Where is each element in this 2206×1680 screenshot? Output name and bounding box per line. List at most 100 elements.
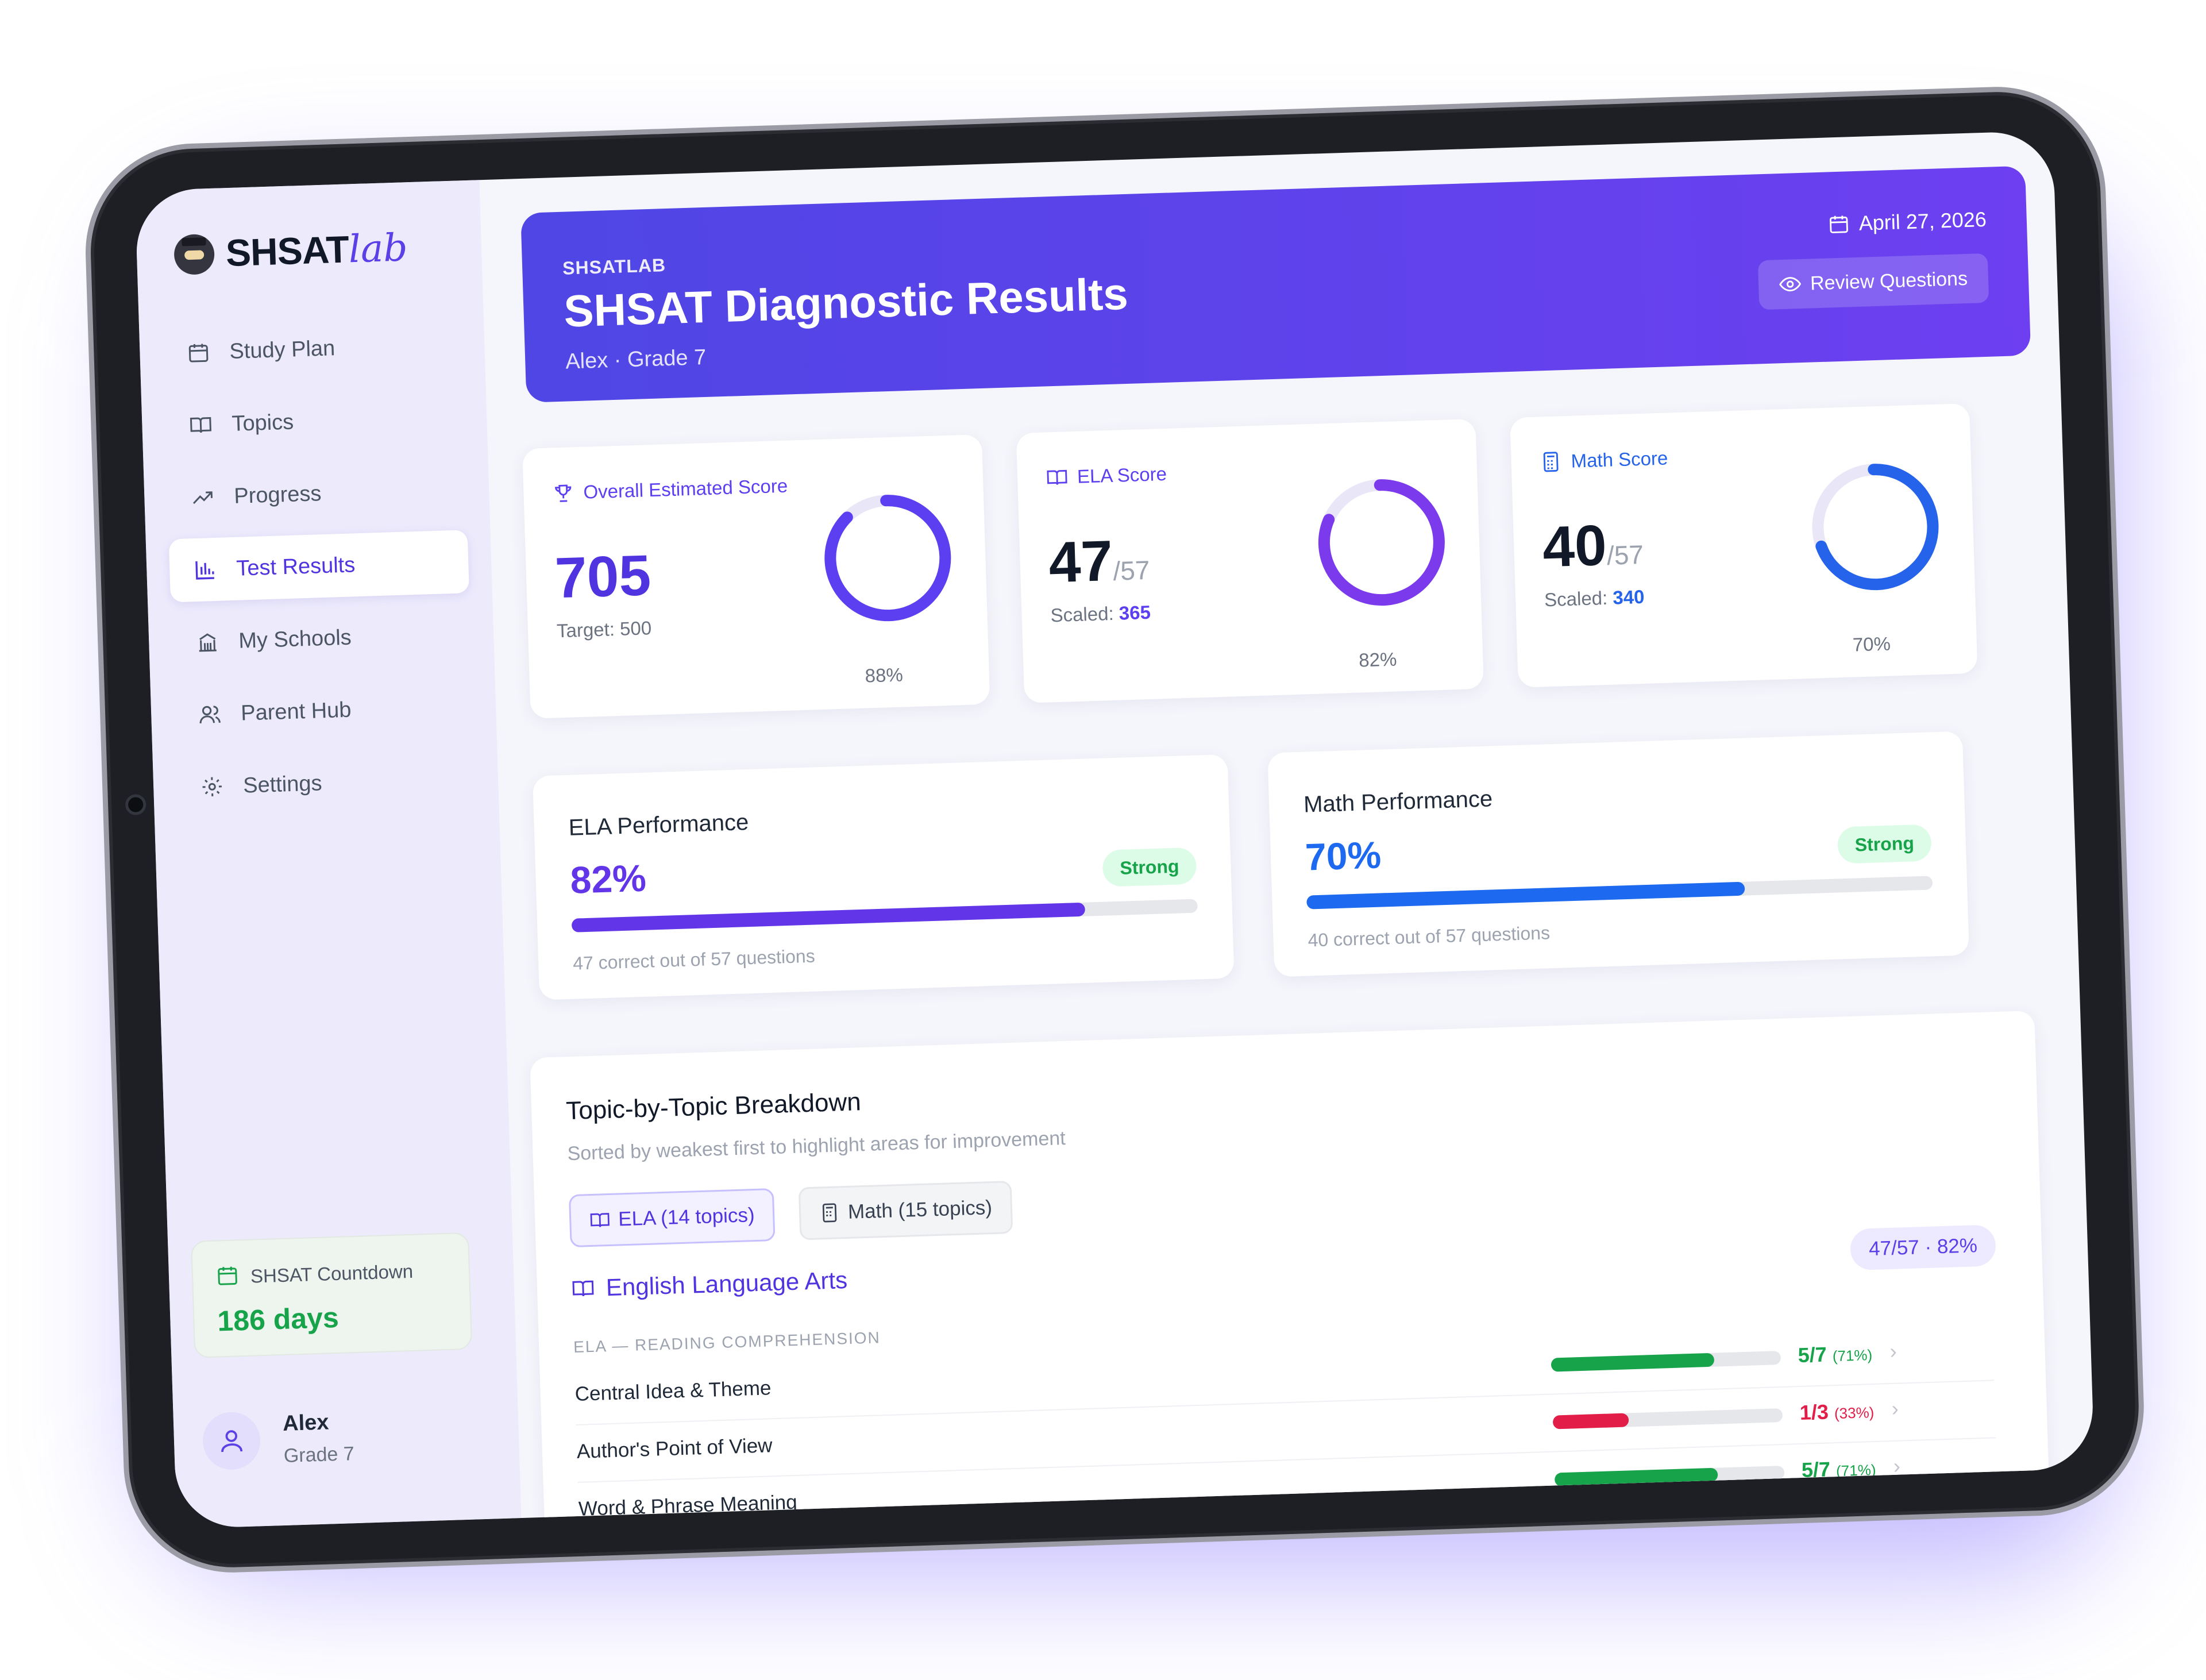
book-icon <box>1047 469 1067 485</box>
book-icon <box>572 1280 594 1297</box>
chevron-right-icon: › <box>1893 1454 1901 1478</box>
tab-math[interactable]: Math (15 topics) <box>798 1180 1013 1240</box>
sidebar-item-test-results[interactable]: Test Results <box>168 530 469 603</box>
sidebar-nav: Study Plan Topics Progress Test Results <box>162 313 476 829</box>
test-date: April 27, 2026 <box>1827 207 1987 237</box>
tablet-frame: SHSATlab Study Plan Topics Progress <box>82 83 2147 1576</box>
topic-score: 1/3 (33%) <box>1799 1398 1875 1425</box>
section-score-badge: 47/57 · 82% <box>1850 1224 1996 1271</box>
score-title-label: Math Score <box>1571 447 1668 472</box>
math-percent: 70% <box>1852 633 1891 656</box>
sidebar-item-my-schools[interactable]: My Schools <box>171 602 472 675</box>
math-performance-percent: 70% <box>1304 833 1382 878</box>
target-value: 500 <box>619 617 652 639</box>
math-progress-ring <box>1812 464 1939 591</box>
logo-text: SHSAT <box>225 228 349 275</box>
sidebar-item-label: Parent Hub <box>240 698 352 726</box>
math-performance-note: 40 correct out of 57 questions <box>1308 922 1551 951</box>
math-correct: 40 <box>1541 513 1608 580</box>
ela-scaled: Scaled: 365 <box>1050 602 1151 626</box>
ela-progress-ring <box>1318 479 1445 606</box>
math-scaled: Scaled: 340 <box>1544 586 1645 611</box>
avatar <box>202 1411 261 1471</box>
sidebar-item-label: Settings <box>242 770 323 798</box>
gear-icon <box>199 774 225 800</box>
score-title-label: ELA Score <box>1077 463 1167 487</box>
sidebar-item-settings[interactable]: Settings <box>176 747 476 819</box>
app-logo[interactable]: SHSATlab <box>173 225 408 277</box>
topic-score: 5/7 (71%) <box>1798 1341 1873 1367</box>
topic-score-percent: (71%) <box>1832 1346 1873 1365</box>
logo-script: lab <box>348 225 408 272</box>
sidebar-item-label: My Schools <box>238 625 352 653</box>
chevron-right-icon: › <box>1891 1396 1899 1421</box>
topic-score-percent: (71%) <box>1835 1461 1876 1480</box>
chevron-right-icon: › <box>1889 1339 1898 1363</box>
topic-score-value: 5/7 <box>1801 1457 1831 1482</box>
countdown-value: 186 days <box>217 1301 340 1338</box>
score-title-label: Overall Estimated Score <box>583 475 788 503</box>
sidebar-item-label: Topics <box>231 410 294 436</box>
math-performance-bar <box>1306 876 1933 910</box>
ela-performance-title: ELA Performance <box>568 810 749 841</box>
sidebar-item-label: Progress <box>233 481 322 508</box>
user-icon <box>221 1430 243 1452</box>
section-title: English Language Arts <box>606 1266 848 1301</box>
math-total: /57 <box>1606 539 1644 571</box>
math-score-title: Math Score <box>1540 447 1668 473</box>
status-badge: Strong <box>1837 824 1932 864</box>
countdown-label: SHSAT Countdown <box>250 1260 414 1287</box>
trophy-icon <box>555 484 572 502</box>
sidebar-item-parent-hub[interactable]: Parent Hub <box>173 675 474 747</box>
ela-score-value: 47/57 <box>1048 527 1151 596</box>
breakdown-subtitle: Sorted by weakest first to highlight are… <box>567 1127 1066 1165</box>
topic-bar-fill <box>1552 1413 1629 1429</box>
overall-score-target: Target: 500 <box>556 617 651 642</box>
shsat-countdown-card: SHSAT Countdown 186 days <box>191 1232 473 1358</box>
math-score-value: 40/57 <box>1542 511 1645 580</box>
sidebar-item-progress[interactable]: Progress <box>167 457 467 530</box>
calendar-icon <box>1829 215 1848 233</box>
scaled-label: Scaled: <box>1050 602 1114 626</box>
calendar-icon <box>215 1263 239 1290</box>
ela-score-card: ELA Score 47/57 Scaled: 365 82% <box>1016 418 1484 703</box>
ela-performance-fill <box>571 902 1085 933</box>
bar-chart-icon <box>192 557 218 583</box>
ela-performance-percent: 82% <box>569 856 647 901</box>
topic-score-percent: (33%) <box>1834 1403 1875 1423</box>
hero-kicker: SHSATLAB <box>562 255 666 279</box>
math-performance-fill <box>1306 881 1745 910</box>
sidebar-item-topics[interactable]: Topics <box>164 385 465 457</box>
overall-progress-ring <box>824 495 951 622</box>
topic-bar <box>1554 1465 1785 1487</box>
scaled-label: Scaled: <box>1544 587 1608 611</box>
ela-performance-note: 47 correct out of 57 questions <box>572 945 816 974</box>
ela-total: /57 <box>1112 554 1151 586</box>
trend-icon <box>190 484 216 510</box>
ela-correct: 47 <box>1047 528 1114 595</box>
book-icon <box>188 412 214 438</box>
review-questions-label: Review Questions <box>1810 267 1968 295</box>
results-hero-banner: SHSATLAB SHSAT Diagnostic Results Alex ·… <box>520 165 2031 403</box>
topic-name: Word & Phrase Meaning <box>578 1490 798 1520</box>
users-icon <box>197 702 223 727</box>
overall-score-card: Overall Estimated Score 705 Target: 500 … <box>522 434 990 719</box>
sidebar: SHSATlab Study Plan Topics Progress <box>134 180 522 1529</box>
user-grade: Grade 7 <box>283 1443 355 1467</box>
topic-bar <box>1552 1408 1783 1429</box>
calculator-icon <box>822 1203 837 1223</box>
review-questions-button[interactable]: Review Questions <box>1757 253 1989 310</box>
tab-ela[interactable]: ELA (14 topics) <box>568 1188 776 1248</box>
math-performance-card: Math Performance 70% Strong 40 correct o… <box>1267 731 1969 977</box>
scaled-value: 365 <box>1119 601 1151 624</box>
overall-score-title: Overall Estimated Score <box>552 475 788 504</box>
topic-bar-fill <box>1551 1353 1715 1372</box>
topic-breakdown-card: Topic-by-Topic Breakdown Sorted by weake… <box>530 1010 2051 1529</box>
camera-icon <box>125 793 146 816</box>
ela-percent: 82% <box>1358 648 1397 671</box>
topic-score-value: 1/3 <box>1799 1400 1829 1425</box>
calculator-icon <box>1543 452 1559 472</box>
user-profile[interactable]: Alex Grade 7 <box>196 1393 474 1488</box>
sidebar-item-study-plan[interactable]: Study Plan <box>162 313 462 385</box>
section-heading-ela: English Language Arts <box>571 1266 848 1303</box>
